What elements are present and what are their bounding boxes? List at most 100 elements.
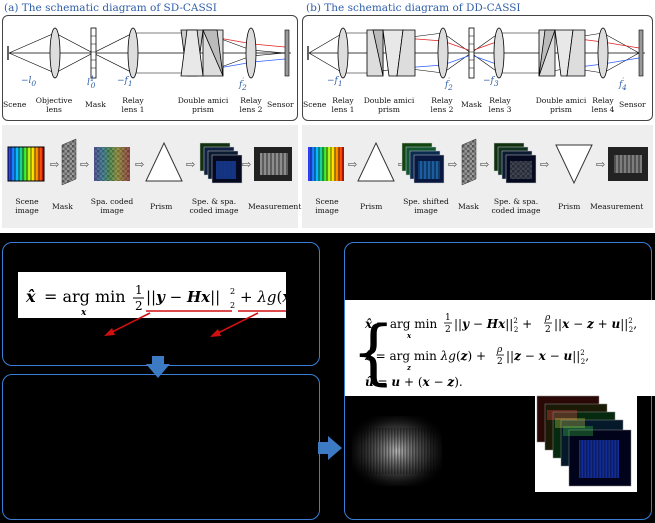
sd-optical-svg [7, 27, 291, 79]
dd-optical-layout: −f1 f′2 −f3 f′4 Scene Relay lens 1 Doubl… [302, 15, 653, 121]
red-arrow-head-icon [104, 328, 115, 336]
svg-text:2: 2 [230, 287, 235, 296]
hollow-right-arrow-icon: ⇨ [540, 158, 549, 171]
svg-text:2: 2 [135, 299, 143, 313]
sd-label-prism: Double amici prism [177, 96, 229, 114]
svg-text:x̂ = arg min: x̂ = arg min [364, 317, 437, 331]
down-arrow-icon [146, 356, 170, 378]
sd-label-relay1: Relay lens 1 [121, 96, 145, 114]
sd-process-svg: ⇨ ⇨ ⇨ ⇨ ⇨ [7, 138, 292, 186]
admm-equations-svg: { x̂ = arg min x 1 2 ||y − Hx||2 2 + ρ 2 ||… [351, 311, 637, 393]
objective-equation-svg: x̂ = arg min x 1 2 ||y − Hx|| 2 2 + λg(x… [25, 283, 297, 318]
relay-lens-1-icon [127, 27, 139, 79]
objective-equation: x̂ = arg min x 1 2 ||y − Hx|| 2 2 + λg(x… [18, 272, 297, 318]
dd-neg-f3: −f3 [483, 76, 499, 88]
dd-prism-1-icon [366, 29, 416, 77]
svg-text:2: 2 [497, 357, 503, 367]
sd-mask-image-icon [61, 138, 77, 186]
sd-proc-prism: Prism [150, 202, 173, 211]
dd-spe-shifted-image-icon [401, 142, 445, 184]
sd-neg-f1: −f1 [117, 76, 133, 88]
svg-text:+ λg(x): + λg(x) [240, 288, 297, 306]
svg-text:2: 2 [230, 301, 235, 310]
dd-process-flow: ⇨ ⇨ ⇨ ⇨ ⇨ ⇨ Sce [302, 125, 653, 228]
sd-proc-spa-coded: Spa. coded image [90, 197, 134, 215]
sensor-icon [284, 29, 290, 77]
admm-measurement-image [352, 416, 442, 486]
dd-cassi-title: (b) The schematic diagram of DD-CASSI [306, 2, 521, 14]
svg-text:x: x [406, 331, 412, 340]
dd-prism-2-flow-icon [555, 144, 593, 185]
relay-lens-2-icon [245, 27, 257, 79]
dd-mask-icon [468, 27, 475, 79]
dd-process-svg: ⇨ ⇨ ⇨ ⇨ ⇨ ⇨ [308, 138, 648, 186]
hollow-right-arrow-icon: ⇨ [242, 158, 251, 171]
sd-proc-spe-spa: Spe. & spa. coded image [189, 197, 239, 215]
hollow-right-arrow-icon: ⇨ [596, 158, 605, 171]
dd-proc-spe-spa: Spe. & spa. coded image [491, 197, 541, 215]
reconstructed-spectral-stack [535, 392, 637, 492]
svg-text:||x − z + u||22,: ||x − z + u||2 2, [554, 317, 637, 334]
admm-equations: { x̂ = arg min x 1 2 ||y − Hx||2 2 + ρ 2 ||… [345, 300, 655, 396]
sd-label-sensor: Sensor [267, 100, 294, 109]
svg-text:1: 1 [135, 283, 143, 297]
sd-process-flow: ⇨ ⇨ ⇨ ⇨ ⇨ Scene image Mask Spa. coded im… [2, 125, 301, 228]
sd-spa-coded-image-icon [94, 147, 130, 181]
sd-label-scene: Scene [3, 100, 27, 109]
sd-spe-spa-coded-image-icon [199, 142, 243, 184]
sd-label-objective: Objective lens [35, 96, 73, 114]
dd-f4-prime: f′4 [619, 76, 627, 92]
dd-relay-lens-3-icon [493, 27, 505, 79]
sd-label-relay2: Relay lens 2 [239, 96, 263, 114]
dd-label-prism1: Double amici prism [363, 96, 415, 114]
hollow-right-arrow-icon: ⇨ [480, 158, 489, 171]
schematic-area: (a) The schematic diagram of SD-CASSI (b… [0, 0, 655, 233]
svg-text:2: 2 [545, 325, 551, 335]
svg-text:||y − Hx||: ||y − Hx|| [146, 288, 220, 306]
dd-relay-lens-2-icon [437, 27, 449, 79]
svg-text:x̂: x̂ [25, 287, 36, 306]
svg-text:ρ: ρ [496, 345, 503, 355]
svg-text:x: x [80, 308, 87, 318]
svg-text:= arg min: = arg min [44, 287, 126, 306]
dd-measurement-icon [608, 147, 648, 181]
dd-f2-prime: f′2 [445, 76, 453, 92]
dd-mask-flow-icon [461, 138, 477, 186]
sd-cassi-title: (a) The schematic diagram of SD-CASSI [4, 2, 217, 14]
sd-proc-scene: Scene image [15, 197, 39, 215]
sd-measurement-icon [254, 147, 292, 181]
dd-relay-lens-1-icon [337, 27, 349, 79]
dd-prism-1-flow-icon [357, 141, 395, 182]
dd-relay-lens-4-icon [597, 27, 609, 79]
dd-label-sensor: Sensor [619, 100, 646, 109]
hollow-right-arrow-icon: ⇨ [50, 158, 59, 171]
sd-optical-layout: −l0 l10 −f1 f′2 Scene Objective lens Mas… [2, 15, 298, 121]
dd-label-prism2: Double amici prism [535, 96, 587, 114]
hollow-right-arrow-icon: ⇨ [80, 158, 89, 171]
sd-neg-l0: −l0 [21, 76, 37, 88]
svg-text:||z − x − u||22,: ||z − x − u||2 2, [506, 349, 589, 366]
solver-panel [2, 374, 320, 520]
dd-label-scene: Scene [303, 100, 327, 109]
dd-proc-scene: Scene image [315, 197, 339, 215]
sd-l0-prime: l10 [87, 74, 96, 90]
objective-lens-icon [49, 27, 61, 79]
dd-proc-prism2: Prism [558, 202, 581, 211]
sd-label-mask: Mask [85, 100, 106, 109]
hollow-right-arrow-icon: ⇨ [448, 158, 457, 171]
dd-label-mask: Mask [461, 100, 482, 109]
sd-proc-mask: Mask [52, 202, 73, 211]
dd-label-relay3: Relay lens 3 [488, 96, 512, 114]
dd-scene-image-icon [308, 147, 344, 181]
svg-text:û = u + (x − z).: û = u + (x − z). [365, 375, 463, 389]
dd-spe-spa-coded-image-icon [493, 142, 537, 184]
dd-proc-spe-shifted: Spe. shifted image [403, 197, 449, 215]
red-arrow-head-icon [210, 329, 221, 337]
svg-text:ẑ = arg min λg(z) +: ẑ = arg min λg(z) + [364, 349, 486, 363]
svg-text:{: { [351, 311, 396, 393]
dd-sensor-icon [638, 29, 644, 77]
sd-prism-icon [145, 141, 183, 182]
svg-text:||y − Hx||22 +: ||y − Hx||2 2 + [454, 317, 532, 334]
dd-neg-f1: −f1 [327, 76, 343, 88]
